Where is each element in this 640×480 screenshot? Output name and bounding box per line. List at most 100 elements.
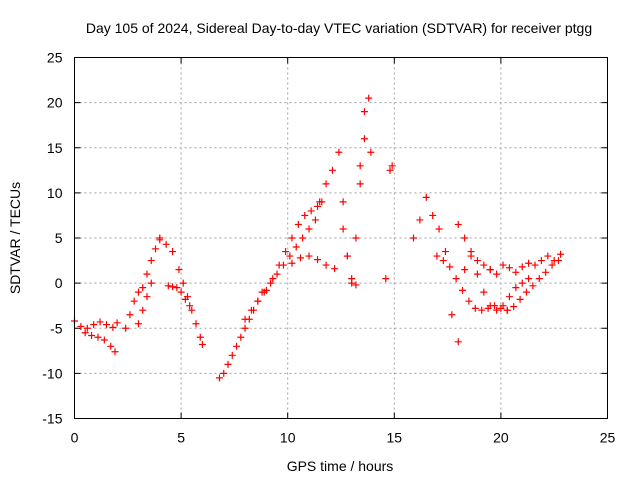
chart-title: Day 105 of 2024, Sidereal Day-to-day VTE…	[86, 20, 592, 36]
data-point	[307, 207, 315, 215]
grid	[74, 57, 608, 419]
data-point	[416, 216, 424, 224]
data-point	[102, 321, 110, 329]
data-point	[294, 220, 302, 228]
data-point	[529, 282, 537, 290]
y-tick-label: -5	[50, 320, 63, 336]
data-point	[96, 318, 104, 326]
data-point	[81, 329, 89, 337]
data-point	[215, 374, 223, 382]
data-point	[122, 324, 130, 332]
x-tick-label: 25	[600, 430, 616, 446]
data-point	[386, 166, 394, 174]
data-point	[241, 315, 249, 323]
data-point	[169, 248, 177, 256]
data-point	[471, 304, 479, 312]
data-point	[288, 234, 296, 242]
data-point	[322, 180, 330, 188]
series-seg-f	[164, 282, 194, 310]
data-point	[537, 257, 545, 265]
data-point	[367, 148, 375, 156]
data-point	[273, 270, 281, 278]
data-point	[109, 323, 117, 331]
data-point	[305, 252, 313, 260]
data-point	[147, 257, 155, 265]
data-point	[282, 248, 290, 256]
data-point	[164, 282, 172, 290]
data-point	[328, 166, 336, 174]
data-point	[360, 135, 368, 143]
series-seg-h	[241, 216, 319, 323]
data-point	[544, 252, 552, 260]
data-point	[179, 279, 187, 287]
data-point	[542, 268, 550, 276]
data-point	[228, 351, 236, 359]
data-point	[156, 234, 164, 242]
data-point	[433, 252, 441, 260]
data-point	[499, 302, 507, 310]
data-point	[139, 284, 147, 292]
data-point	[518, 263, 526, 271]
data-point	[233, 342, 241, 350]
data-point	[535, 275, 543, 283]
data-point	[301, 211, 309, 219]
data-point	[83, 324, 91, 332]
data-point	[352, 281, 360, 289]
x-tick-label: 0	[71, 430, 79, 446]
x-tick-label: 5	[177, 430, 185, 446]
data-point	[188, 306, 196, 314]
data-point	[100, 336, 108, 344]
data-point	[429, 211, 437, 219]
data-point	[343, 252, 351, 260]
data-point	[548, 261, 556, 269]
data-point	[510, 303, 518, 311]
data-point	[446, 263, 454, 271]
series-seg-k	[316, 135, 368, 283]
data-point	[512, 268, 520, 276]
data-point	[113, 319, 121, 327]
data-point	[198, 340, 206, 348]
data-point	[134, 288, 142, 296]
data-point	[173, 284, 181, 292]
data-point	[360, 108, 368, 116]
data-point	[339, 225, 347, 233]
y-tick-label: 5	[55, 230, 63, 246]
series-seg-q	[486, 250, 565, 278]
y-tick-label: 0	[55, 275, 63, 291]
x-tick-label: 10	[280, 430, 296, 446]
y-tick-label: 15	[47, 140, 63, 156]
data-point	[130, 297, 138, 305]
data-point	[356, 162, 364, 170]
data-point	[177, 288, 185, 296]
data-point	[322, 261, 330, 269]
data-point	[192, 320, 200, 328]
data-point	[292, 243, 300, 251]
data-point	[94, 333, 102, 341]
data-point	[516, 295, 524, 303]
y-tick-label: 10	[47, 185, 63, 201]
data-point	[505, 293, 513, 301]
data-point	[196, 333, 204, 341]
axis-ticks: 0 5 10 15 20 25 -15 -10 -5 0 5 10 15 20 25	[42, 50, 615, 446]
data-point	[288, 259, 296, 267]
data-point	[478, 306, 486, 314]
data-point	[348, 279, 356, 287]
data-points	[71, 94, 565, 382]
series-seg-m	[367, 148, 396, 283]
data-point	[388, 162, 396, 170]
data-point	[316, 198, 324, 206]
data-point	[220, 369, 228, 377]
data-point	[461, 234, 469, 242]
data-point	[162, 240, 170, 248]
data-point	[269, 275, 277, 283]
data-point	[134, 320, 142, 328]
data-point	[505, 264, 513, 272]
series-seg-d	[134, 279, 155, 328]
data-point	[314, 256, 322, 264]
series-seg-j	[288, 252, 339, 273]
data-point	[522, 288, 530, 296]
data-point	[531, 261, 539, 269]
data-point	[152, 245, 160, 253]
data-point	[465, 297, 473, 305]
